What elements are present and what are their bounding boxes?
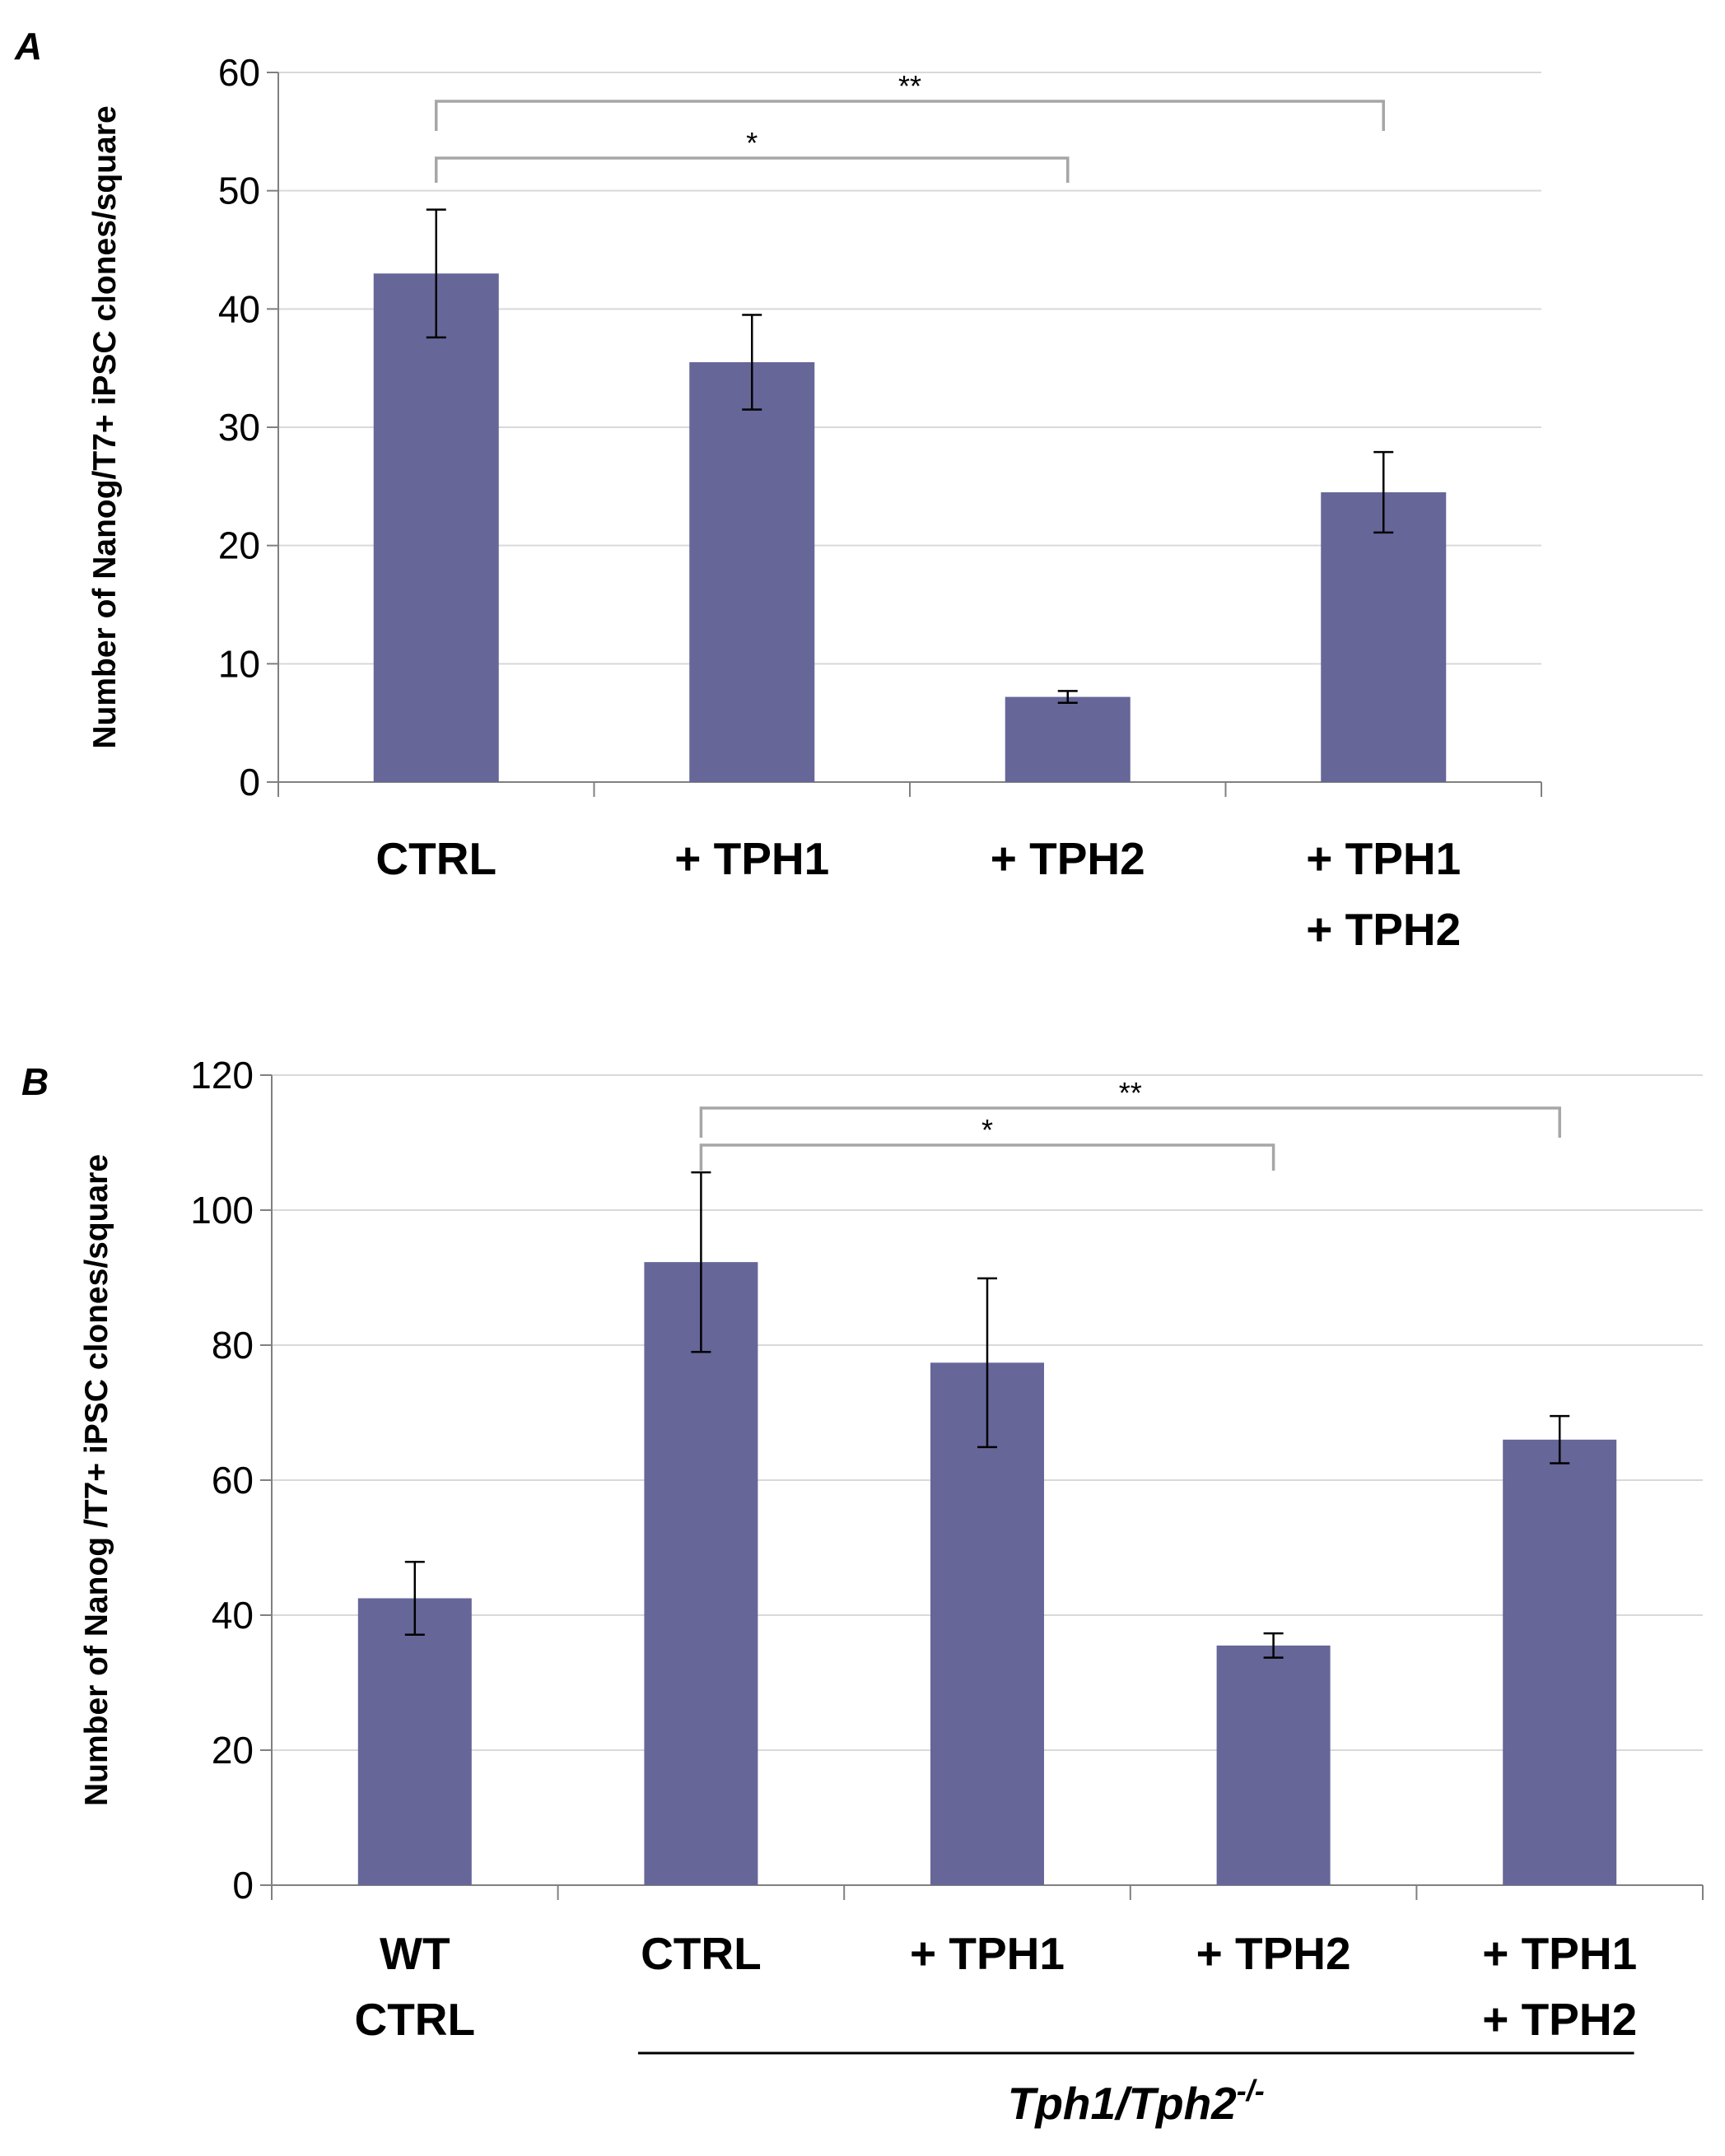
panel-b-ytick-label: 40 xyxy=(212,1594,254,1637)
panel-a-ytick-label: 30 xyxy=(218,406,260,449)
panel-a-significance-bracket xyxy=(435,100,1385,131)
panel-b-ytick-label: 80 xyxy=(212,1324,254,1367)
panel-a-ytick-label: 50 xyxy=(218,170,260,212)
panel-a-category-label: + TPH2 xyxy=(991,833,1145,884)
panel-b-significance-label: * xyxy=(981,1113,993,1147)
panel-a-ytick-label: 20 xyxy=(218,524,260,567)
panel-a-significance-label: * xyxy=(746,126,758,160)
panel-a-letter: A xyxy=(14,25,42,68)
panel-b-ytick-label: 20 xyxy=(212,1729,254,1772)
panel-a-ytick-label: 60 xyxy=(218,51,260,94)
panel-b-ytick-label: 60 xyxy=(212,1459,254,1502)
panel-b-category-label: + TPH2 xyxy=(1196,1928,1351,1979)
panel-a-significance-bracket xyxy=(435,156,1070,183)
panel-a-ytick-label: 40 xyxy=(218,287,260,330)
panel-b-ytick-label: 0 xyxy=(232,1864,254,1907)
panel-a-bar xyxy=(1005,696,1131,782)
panel-a-ytick-label: 0 xyxy=(239,761,260,803)
panel-b-bar xyxy=(357,1598,472,1885)
panel-a-bar xyxy=(689,361,815,782)
panel-b-category-label: + TPH1 xyxy=(1482,1928,1637,1979)
panel-a-ytick-label: 10 xyxy=(218,642,260,685)
panel-b-category-label: + TPH1 xyxy=(910,1928,1065,1979)
panel-b-ytick-label: 120 xyxy=(190,1054,254,1097)
panel-a: A 0 10 20 30 40 50 60 Number of Nanog/T7+ iPSC … xyxy=(14,25,1542,955)
panel-a-category-label: + TPH1 xyxy=(1306,833,1461,884)
panel-b-bar xyxy=(930,1362,1044,1885)
panel-a-significance-label: ** xyxy=(898,69,921,103)
panel-b-bar xyxy=(644,1262,758,1885)
panel-a-bar xyxy=(373,273,499,782)
panel-b-category-label: CTRL xyxy=(641,1928,762,1979)
panel-b-significance-label: ** xyxy=(1119,1076,1142,1110)
panel-a-ylabel: Number of Nanog/T7+ iPSC clones/square xyxy=(87,105,123,748)
panel-b-letter: B xyxy=(21,1060,49,1103)
panel-a-category-label: CTRL xyxy=(375,833,497,884)
panel-a-category-label: + TPH2 xyxy=(1306,904,1461,955)
panel-a-bar xyxy=(1321,492,1447,782)
panel-b-category-label: + TPH2 xyxy=(1482,1994,1637,2045)
panel-b-category-label: CTRL xyxy=(354,1994,475,2045)
panel-b-category-label: WT xyxy=(380,1928,450,1979)
panel-b: B 0 20 40 60 80 100 120 Number of Nanog /T7+ iP… xyxy=(21,1054,1704,2129)
panel-b-significance-bracket xyxy=(699,1143,1275,1171)
panel-b-significance-bracket xyxy=(699,1106,1561,1138)
panel-b-bar xyxy=(1503,1439,1617,1885)
panel-b-ylabel: Number of Nanog /T7+ iPSC clones/square xyxy=(79,1154,114,1806)
panel-b-group-label: Tph1/Tph2-/- xyxy=(1008,2074,1265,2129)
panel-a-category-label: + TPH1 xyxy=(674,833,829,884)
panel-b-bar xyxy=(1216,1645,1331,1885)
panel-b-ytick-label: 100 xyxy=(190,1189,254,1232)
